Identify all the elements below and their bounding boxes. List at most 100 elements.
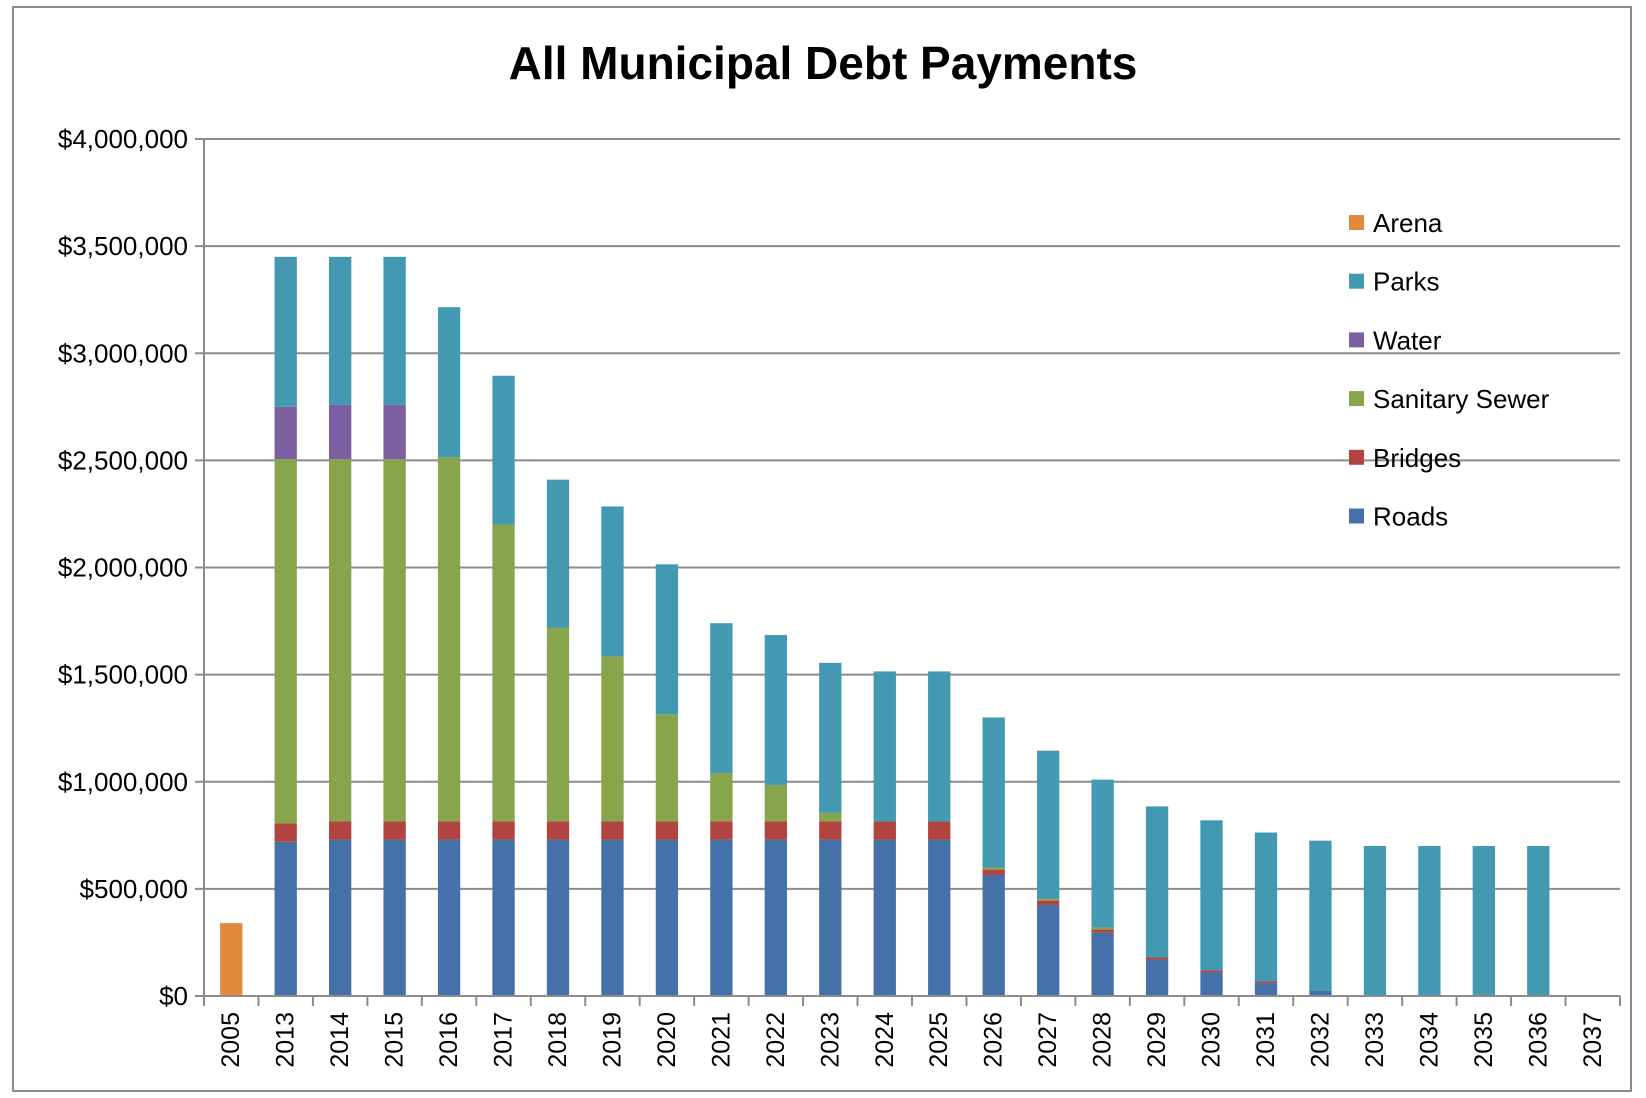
bar-sanitary-sewer-2013 (274, 459, 297, 824)
x-tick-label-2026: 2026 (980, 1012, 1008, 1068)
bar-sanitary-sewer-2020 (655, 714, 679, 822)
bar-roads-2029 (1145, 959, 1169, 996)
y-tick-label-5: $2,500,000 (58, 445, 188, 475)
x-tick-label-2035: 2035 (1470, 1012, 1498, 1068)
x-tick-label-2024: 2024 (871, 1012, 899, 1068)
bar-roads-2023 (819, 839, 842, 996)
bar-water-2013 (274, 406, 297, 460)
bar-parks-2020 (655, 564, 679, 715)
bar-bridges-2018 (546, 821, 570, 840)
x-tick-label-2005: 2005 (217, 1012, 245, 1068)
bar-roads-2013 (274, 841, 297, 996)
x-tick-label-2021: 2021 (707, 1012, 735, 1068)
bar-bridges-2024 (873, 821, 896, 840)
bar-roads-2026 (982, 874, 1005, 996)
x-tick-label-2037: 2037 (1579, 1012, 1607, 1068)
bar-roads-2027 (1036, 904, 1060, 996)
y-axis-tick-labels: $0 $500,000 $1,000,000 $1,500,000 $2,000,000… (58, 124, 188, 1011)
legend-swatch-water (1349, 332, 1364, 348)
x-tick-label-2014: 2014 (326, 1012, 354, 1068)
bar-roads-2028 (1091, 932, 1114, 996)
bar-sanitary-sewer-2022 (764, 784, 788, 822)
bar-roads-2018 (546, 839, 570, 996)
y-tick-label-3: $1,500,000 (58, 660, 188, 690)
chart-title: All Municipal Debt Payments (508, 37, 1138, 89)
bar-sanitary-sewer-2021 (710, 773, 733, 822)
bar-sanitary-sewer-2023 (819, 812, 842, 822)
bar-parks-2036 (1527, 846, 1550, 996)
bar-parks-2030 (1200, 820, 1223, 971)
bar-parks-2025 (928, 671, 951, 822)
bar-parks-2022 (764, 634, 788, 785)
bar-parks-2034 (1418, 846, 1441, 996)
bar-roads-2022 (764, 839, 788, 996)
bar-bridges-2020 (655, 821, 679, 840)
legend-label-water: Water (1373, 325, 1442, 355)
bar-parks-2026 (982, 717, 1005, 868)
x-tick-label-2031: 2031 (1252, 1012, 1280, 1068)
bar-bridges-2014 (328, 821, 352, 840)
axes (203, 139, 1621, 1006)
x-tick-label-2023: 2023 (816, 1012, 844, 1068)
x-tick-label-2030: 2030 (1198, 1012, 1226, 1068)
bar-bridges-2021 (710, 821, 733, 840)
x-tick-label-2015: 2015 (381, 1012, 409, 1068)
bar-roads-2032 (1309, 990, 1332, 996)
bar-bridges-2015 (383, 821, 406, 840)
bar-parks-2028 (1091, 779, 1114, 928)
bar-sanitary-sewer-2027 (1036, 898, 1060, 901)
y-tick-label-1: $500,000 (80, 874, 188, 904)
bar-sanitary-sewer-2019 (601, 656, 624, 822)
legend-label-sanitary-sewer: Sanitary Sewer (1373, 384, 1550, 414)
bar-parks-2027 (1036, 750, 1060, 899)
bar-bridges-2017 (492, 821, 515, 840)
bar-bridges-2029 (1145, 957, 1169, 960)
x-tick-label-2032: 2032 (1306, 1012, 1334, 1068)
x-tick-label-2029: 2029 (1143, 1012, 1171, 1068)
bar-bridges-2023 (819, 821, 842, 840)
bar-water-2015 (383, 404, 406, 460)
x-tick-label-2025: 2025 (925, 1012, 953, 1068)
y-tick-label-8: $4,000,000 (58, 124, 188, 154)
bar-parks-2018 (546, 479, 570, 628)
x-tick-label-2027: 2027 (1034, 1012, 1062, 1068)
bar-roads-2014 (328, 839, 352, 996)
bar-sanitary-sewer-2017 (492, 524, 515, 822)
bar-roads-2019 (601, 839, 624, 996)
legend-label-bridges: Bridges (1373, 443, 1461, 473)
bar-sanitary-sewer-2015 (383, 459, 406, 822)
bar-parks-2014 (328, 256, 352, 405)
legend-swatch-bridges (1349, 449, 1364, 465)
x-tick-label-2018: 2018 (544, 1012, 572, 1068)
bar-bridges-2019 (601, 821, 624, 840)
legend-label-roads: Roads (1373, 502, 1448, 532)
bar-parks-2029 (1145, 806, 1169, 958)
bar-parks-2023 (819, 662, 842, 813)
bar-roads-2017 (492, 839, 515, 996)
x-tick-label-2036: 2036 (1524, 1012, 1552, 1068)
bar-parks-2021 (710, 623, 733, 774)
x-tick-label-2034: 2034 (1415, 1012, 1443, 1068)
bar-parks-2032 (1309, 840, 1332, 991)
x-tick-label-2028: 2028 (1089, 1012, 1117, 1068)
bar-roads-2031 (1254, 983, 1278, 996)
bar-sanitary-sewer-2026 (982, 867, 1005, 870)
legend-swatch-parks (1349, 273, 1364, 289)
x-axis-tick-labels: 2005 2013 2014 2015 2016 2017 2018 2019 2020 2021… (217, 1012, 1607, 1068)
bar-bridges-2022 (764, 821, 788, 840)
bar-parks-2035 (1472, 846, 1496, 996)
x-tick-label-2020: 2020 (653, 1012, 681, 1068)
bar-parks-2033 (1363, 846, 1387, 996)
bar-parks-2016 (437, 307, 461, 458)
legend-label-parks: Parks (1373, 267, 1439, 297)
x-tick-label-2019: 2019 (598, 1012, 626, 1068)
bar-sanitary-sewer-2028 (1091, 927, 1114, 930)
bar-roads-2025 (928, 839, 951, 996)
y-tick-label-2: $1,000,000 (58, 767, 188, 797)
bar-arena-2005 (220, 923, 243, 996)
y-tick-label-4: $2,000,000 (58, 553, 188, 583)
bar-roads-2021 (710, 839, 733, 996)
x-tick-label-2016: 2016 (435, 1012, 463, 1068)
bar-water-2014 (328, 404, 352, 460)
